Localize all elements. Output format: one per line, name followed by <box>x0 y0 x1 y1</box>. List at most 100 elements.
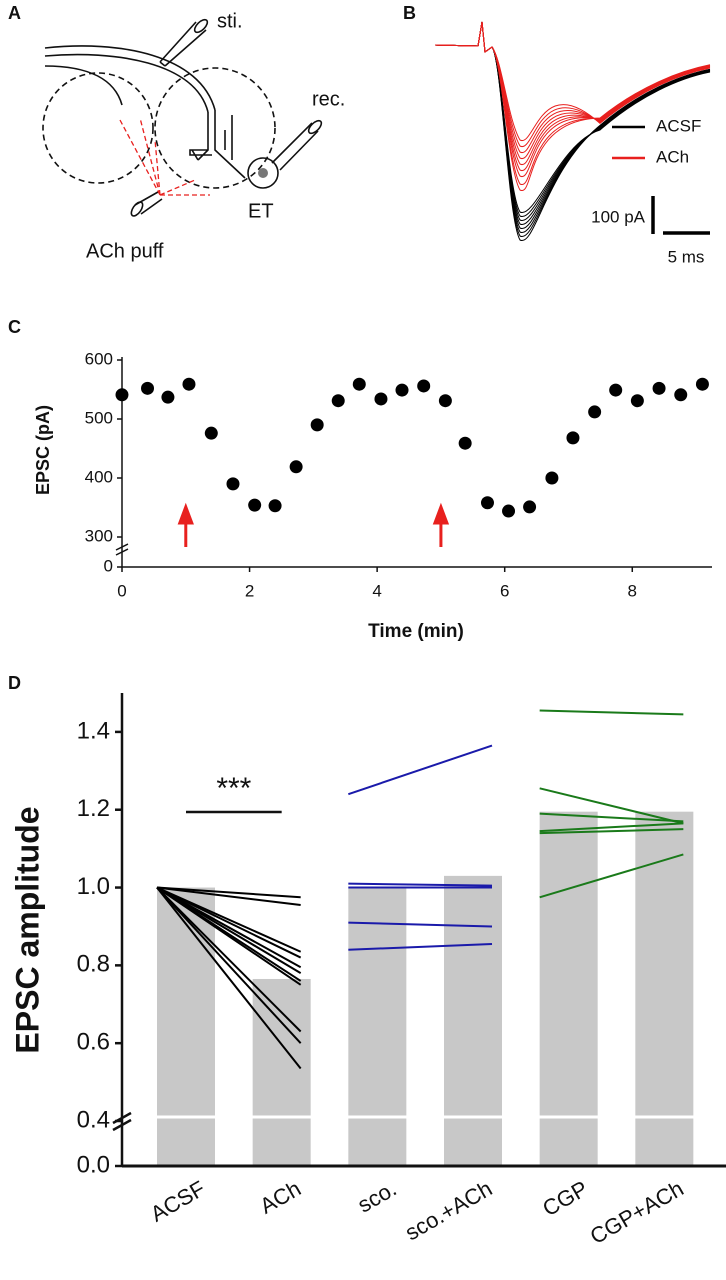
traces <box>434 21 711 241</box>
y-tick-label: 600 <box>85 349 113 368</box>
y-tick-label: 1.4 <box>77 717 110 744</box>
x-tick-label: 0 <box>117 581 126 600</box>
paired-line <box>156 886 301 899</box>
data-point <box>331 394 345 408</box>
paired-line <box>156 886 302 1033</box>
paired-line <box>156 886 302 986</box>
paired-line <box>156 886 302 1070</box>
y-tick-label: 0.0 <box>77 1151 110 1178</box>
data-point <box>566 431 580 445</box>
data-point <box>609 383 623 397</box>
y-tick-label: 300 <box>85 526 113 545</box>
paired-line <box>539 812 684 823</box>
diagram-label: rec. <box>312 88 345 110</box>
paired-line <box>539 853 684 899</box>
x-tick-label: sco. <box>353 1176 400 1218</box>
x-tick-label: 6 <box>500 581 509 600</box>
trace <box>434 21 711 159</box>
y-tick-label: 0.4 <box>77 1106 110 1133</box>
paired-line <box>156 886 302 959</box>
data-point <box>374 392 388 406</box>
data-point <box>204 426 218 440</box>
y-tick-label: 400 <box>85 467 113 486</box>
paired-line <box>348 942 493 951</box>
data-point <box>310 418 324 432</box>
trace <box>434 21 711 191</box>
paired-line <box>539 787 684 825</box>
data-point <box>289 460 303 474</box>
bar <box>252 978 311 1166</box>
paired-line <box>539 709 684 716</box>
data-point <box>674 388 688 402</box>
paired-line <box>156 886 302 1044</box>
data-point <box>161 390 175 404</box>
x-tick-label: 4 <box>372 581 381 600</box>
data-point <box>141 381 155 395</box>
panel-label: B <box>403 3 416 23</box>
x-tick-label: CGP <box>538 1176 592 1221</box>
x-tick-label: 8 <box>628 581 637 600</box>
y-tick-label: 0 <box>104 556 113 575</box>
bar <box>157 887 215 1166</box>
x-axis-label: Time (min) <box>368 621 464 642</box>
data-point <box>695 377 709 391</box>
panel-label: C <box>8 317 21 337</box>
bar <box>348 887 407 1166</box>
legend-label: ACSF <box>656 116 701 135</box>
data-point <box>226 477 240 491</box>
data-point <box>182 377 196 391</box>
bar <box>444 875 502 1166</box>
data-point <box>458 436 472 450</box>
diagram-label: ET <box>248 200 274 222</box>
data-point <box>115 388 129 402</box>
data-point <box>652 381 666 395</box>
data-point <box>523 500 537 514</box>
data-point <box>352 377 366 391</box>
diagram-label: ACh puff <box>86 240 164 262</box>
x-tick-label: CGP+ACh <box>586 1176 688 1249</box>
data-point <box>545 471 559 485</box>
x-tick-label: ACh <box>256 1176 306 1219</box>
data-point <box>630 394 644 408</box>
paired-line <box>348 744 493 796</box>
diagram-label: sti. <box>217 10 243 32</box>
trace <box>434 21 711 165</box>
paired-line <box>539 828 684 835</box>
paired-line <box>156 886 301 907</box>
x-tick-label: 2 <box>245 581 254 600</box>
diagram <box>42 18 323 217</box>
data-point <box>502 504 516 518</box>
y-axis-label: EPSC amplitude <box>9 806 45 1053</box>
panel-label: A <box>8 3 21 23</box>
significance-label: *** <box>216 772 251 805</box>
paired-line <box>156 886 302 975</box>
bar <box>539 811 598 1166</box>
data-point <box>438 394 452 408</box>
data-point <box>395 383 409 397</box>
x-tick-label: ACSF <box>146 1176 209 1227</box>
y-tick-label: 0.8 <box>77 951 110 978</box>
y-tick-label: 1.0 <box>77 873 110 900</box>
data-point <box>480 496 494 510</box>
y-tick-label: 0.6 <box>77 1029 110 1056</box>
trace <box>434 21 711 241</box>
scale-label: 5 ms <box>668 247 705 266</box>
panel-label: D <box>8 673 21 693</box>
data-point <box>588 405 602 419</box>
data-point <box>268 499 282 513</box>
y-tick-label: 500 <box>85 408 113 427</box>
puff-arrow <box>177 502 194 547</box>
y-axis-label: EPSC (pA) <box>33 405 53 495</box>
axis-break <box>115 543 129 556</box>
data-point <box>417 379 431 393</box>
y-tick-label: 1.2 <box>77 795 110 822</box>
x-tick-label: sco.+ACh <box>401 1176 497 1246</box>
puff-arrow <box>432 502 450 547</box>
paired-line <box>348 921 493 928</box>
bar <box>635 811 694 1166</box>
paired-line <box>539 822 684 833</box>
paired-line <box>348 882 493 887</box>
data-point <box>248 498 262 512</box>
legend-label: ACh <box>656 147 689 166</box>
